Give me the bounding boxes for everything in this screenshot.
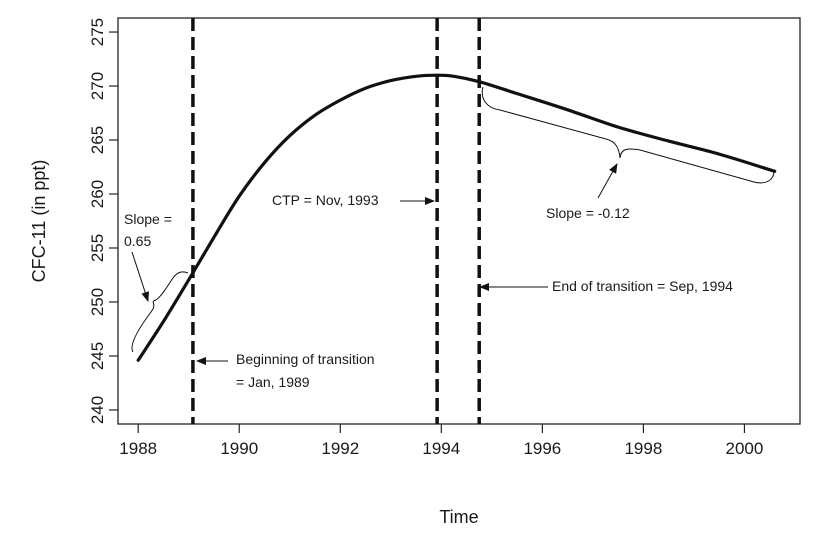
plot-frame xyxy=(117,17,801,425)
x-tick-label: 1988 xyxy=(119,439,157,458)
x-tick-label: 2000 xyxy=(726,439,764,458)
x-tick-label: 1990 xyxy=(220,439,258,458)
y-tick-label: 245 xyxy=(88,342,107,370)
x-tick-label: 1994 xyxy=(422,439,460,458)
transition-lines xyxy=(191,18,481,424)
y-tick-label: 265 xyxy=(88,126,107,154)
slope-2-annotation: Slope = -0.12 xyxy=(546,205,630,221)
x-tick-label: 1998 xyxy=(624,439,662,458)
y-tick-label: 275 xyxy=(88,18,107,46)
x-axis-title: Time xyxy=(439,507,478,527)
y-tick-label: 260 xyxy=(88,180,107,208)
end-annotation: End of transition = Sep, 1994 xyxy=(552,278,733,294)
y-tick-label: 255 xyxy=(88,234,107,262)
y-axis: 240 245 250 255 260 265 270 275 xyxy=(88,18,118,424)
x-axis: 1988 1990 1992 1994 1996 1998 2000 xyxy=(119,424,763,458)
slope-1-brace xyxy=(131,271,189,353)
slope-2-brace xyxy=(481,86,775,184)
slope-1-annotation-line1: Slope = xyxy=(124,211,172,227)
cfc11-series-line xyxy=(136,73,777,362)
x-tick-label: 1992 xyxy=(321,439,359,458)
y-tick-label: 250 xyxy=(88,288,107,316)
slope-1-arrow xyxy=(131,251,150,302)
x-tick-label: 1996 xyxy=(523,439,561,458)
y-axis-title: CFC-11 (in ppt) xyxy=(29,160,49,283)
slope-1-annotation-line2: 0.65 xyxy=(124,233,151,249)
beginning-annotation-line1: Beginning of transition xyxy=(236,351,375,367)
ctp-annotation: CTP = Nov, 1993 xyxy=(272,192,379,208)
y-tick-label: 240 xyxy=(88,396,107,424)
beginning-annotation-line2: = Jan, 1989 xyxy=(236,374,310,390)
slope-2-arrow xyxy=(597,163,618,199)
y-tick-label: 270 xyxy=(88,72,107,100)
